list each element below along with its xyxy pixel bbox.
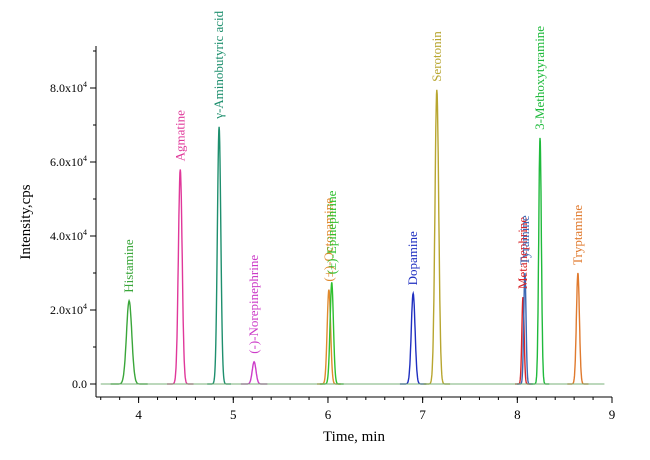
peak-labels: Histamine Agmatine γ-Aminobutyric acid (-)-… [121, 10, 585, 353]
peak-label-agmatine: Agmatine [172, 110, 187, 161]
trace-serotonin [423, 89, 451, 385]
y-tick-label: 2.0x104 [50, 302, 87, 317]
peak-label-tryptamine: Tryptamine [570, 205, 585, 265]
chart-axes [95, 46, 612, 398]
peak-label-aminobutyric-acid: γ-Aminobutyric acid [211, 10, 226, 119]
trace-norepinephrine [240, 360, 268, 385]
x-tick-label: 7 [419, 407, 426, 422]
peak-label-histamine: Histamine [121, 239, 136, 293]
y-axis-ticks: 0.0 2.0x104 4.0x104 6.0x104 8.0x104 [50, 50, 96, 391]
x-tick-label: 8 [514, 407, 521, 422]
peak-label-tyramine: Tyramine [517, 215, 532, 265]
peak-label-3-methoxytyramine: 3-Methoxytyramine [532, 26, 547, 130]
chromatogram-traces [100, 89, 605, 385]
x-tick-label: 9 [609, 407, 616, 422]
x-tick-label: 4 [135, 407, 142, 422]
trace-agmatine [167, 169, 194, 385]
x-tick-label: 5 [230, 407, 237, 422]
peak-label-serotonin: Serotonin [429, 31, 444, 82]
trace-histamine [110, 298, 148, 385]
y-tick-label: 4.0x104 [50, 228, 87, 243]
trace-3-methoxytyramine [530, 137, 550, 385]
peak-label-epinephrine: (±)-Epinephrine [324, 190, 339, 274]
x-axis-label: Time, min [323, 429, 385, 445]
x-axis-ticks: 4 5 6 7 8 9 [100, 397, 616, 422]
y-axis-label: Intensity,cps [18, 184, 34, 259]
y-tick-label: 6.0x104 [50, 154, 87, 169]
trace-aminobutyric-acid [207, 126, 231, 385]
trace-tryptamine [567, 272, 589, 385]
peak-label-metanephrine: Metanephrine [515, 217, 530, 289]
y-tick-label: 0.0 [72, 377, 87, 391]
peak-label-dopamine: Dopamine [405, 231, 420, 285]
peak-label-octopamine: (±)-Octopamine [321, 198, 336, 282]
x-tick-label: 6 [325, 407, 332, 422]
peak-label-norepinephrine: (-)-Norepinephrine [246, 255, 261, 354]
y-tick-label: 8.0x104 [50, 80, 87, 95]
trace-dopamine [399, 290, 427, 385]
